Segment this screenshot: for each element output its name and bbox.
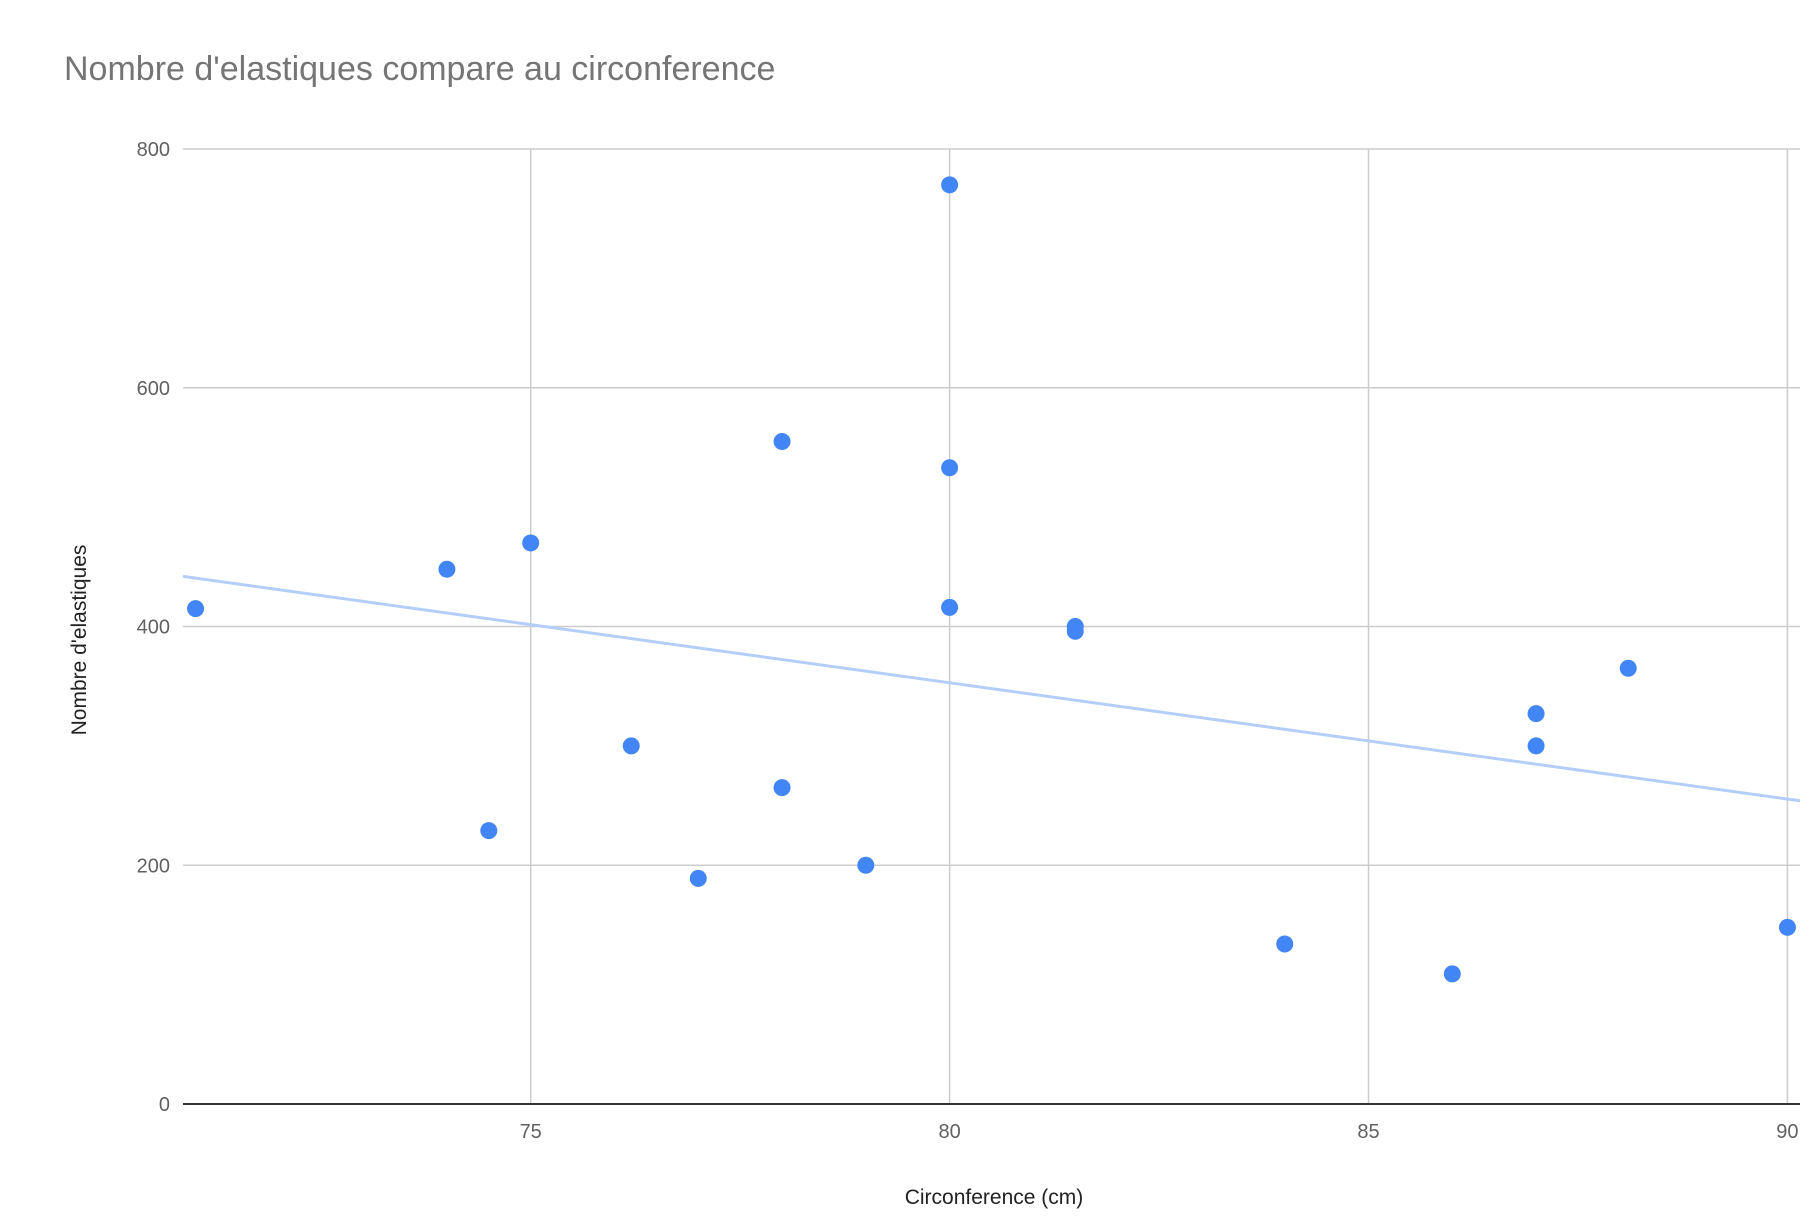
grid-lines <box>183 148 1800 1105</box>
x-tick-label: 85 <box>1357 1121 1379 1143</box>
x-tick-label: 90 <box>1776 1121 1798 1143</box>
data-point <box>438 560 456 578</box>
y-tick-label: 0 <box>159 1094 170 1116</box>
data-point <box>773 432 791 450</box>
chart-title: Nombre d'elastiques compare au circonfer… <box>64 50 775 88</box>
data-point <box>773 779 791 797</box>
data-point <box>1443 965 1461 983</box>
data-point <box>1066 622 1084 640</box>
data-point <box>941 598 959 616</box>
y-tick-label: 200 <box>137 855 170 877</box>
data-point <box>941 176 959 194</box>
y-tick-label: 600 <box>137 378 170 400</box>
data-points <box>187 176 1796 983</box>
data-point <box>187 600 205 618</box>
data-point <box>1619 659 1637 677</box>
y-tick-label: 400 <box>137 617 170 639</box>
data-point <box>941 459 959 477</box>
x-tick-label: 75 <box>520 1121 542 1143</box>
data-point <box>622 737 640 755</box>
data-point <box>1276 935 1294 953</box>
data-point <box>689 869 707 887</box>
data-point <box>480 822 498 840</box>
x-axis-label: Circonference (cm) <box>905 1186 1084 1209</box>
data-point <box>1527 705 1545 723</box>
trendline <box>182 574 1801 803</box>
data-point <box>522 534 540 552</box>
data-point <box>1527 737 1545 755</box>
y-tick-label: 800 <box>137 139 170 161</box>
tick-labels: 0 200 400 600 800 75 80 85 90 <box>137 139 1799 1143</box>
data-point <box>1778 918 1796 936</box>
x-tick-label: 80 <box>938 1121 960 1143</box>
trendline-layer <box>182 574 1801 803</box>
data-point <box>857 856 875 874</box>
y-axis-label: Nombre d'elastiques <box>68 545 91 736</box>
